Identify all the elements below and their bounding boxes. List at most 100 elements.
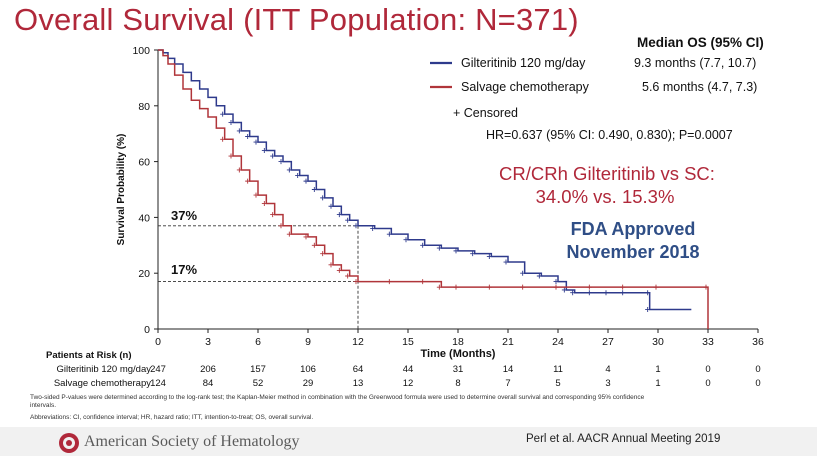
x-tick-label: 6 bbox=[255, 336, 261, 348]
curve-gilteritinib-censor-mark bbox=[261, 147, 267, 153]
curve-chemo-censor-mark bbox=[286, 231, 292, 237]
curve-chemo-censor-mark bbox=[245, 178, 251, 184]
curve-chemo-censor-mark bbox=[228, 153, 234, 159]
cr-rate-line-2: 34.0% vs. 15.3% bbox=[536, 186, 675, 207]
curve-gilteritinib-censor-mark bbox=[420, 242, 426, 248]
curve-chemo-censor-mark bbox=[453, 284, 459, 290]
risk-table-cell: 7 bbox=[505, 378, 510, 389]
ash-logo-icon bbox=[59, 433, 79, 453]
risk-table-cell: 3 bbox=[605, 378, 610, 389]
curve-chemo-censor-mark bbox=[703, 284, 709, 290]
curve-gilteritinib-censor-mark bbox=[236, 128, 242, 134]
curve-gilteritinib-censor-mark bbox=[536, 273, 542, 279]
curve-gilteritinib-censor-mark bbox=[645, 290, 651, 296]
curve-gilteritinib-censor-mark bbox=[345, 217, 351, 223]
curve-gilteritinib-censor-mark bbox=[620, 290, 626, 296]
x-tick-label: 21 bbox=[502, 336, 514, 348]
curve-gilteritinib-censor-mark bbox=[220, 111, 226, 117]
curve-gilteritinib-censor-mark bbox=[245, 133, 251, 139]
curve-chemo-censor-mark bbox=[345, 273, 351, 279]
citation: Perl et al. AACR Annual Meeting 2019 bbox=[526, 433, 721, 445]
curve-chemo bbox=[158, 49, 709, 329]
curve-gilteritinib-censor-mark bbox=[303, 178, 309, 184]
curve-chemo-censor-mark bbox=[386, 279, 392, 285]
org-name: American Society of Hematology bbox=[84, 433, 300, 450]
curve-chemo-censor-mark bbox=[586, 284, 592, 290]
risk-table-cell: 5 bbox=[555, 378, 560, 389]
y-tick-label: 0 bbox=[144, 324, 150, 336]
fda-approved-line-1: FDA Approved bbox=[571, 219, 696, 239]
ref-label-37: 37% bbox=[171, 208, 197, 223]
curve-gilteritinib-censor-mark bbox=[503, 259, 509, 265]
x-tick-label: 33 bbox=[702, 336, 714, 348]
x-tick-label: 9 bbox=[305, 336, 311, 348]
y-tick-label: 40 bbox=[138, 212, 150, 224]
x-tick-label: 18 bbox=[452, 336, 464, 348]
y-tick-label: 100 bbox=[132, 45, 150, 57]
curve-chemo-censor-mark bbox=[236, 167, 242, 173]
x-tick-label: 27 bbox=[602, 336, 614, 348]
curve-gilteritinib-censor-mark bbox=[320, 195, 326, 201]
legend-median-gilteritinib: 9.3 months (7.7, 10.7) bbox=[634, 56, 756, 70]
curve-gilteritinib-censor-mark bbox=[270, 153, 276, 159]
curve-gilteritinib-censor-mark bbox=[295, 173, 301, 179]
curve-gilteritinib-censor-mark bbox=[286, 167, 292, 173]
slide-title: Overall Survival (ITT Population: N=371) bbox=[14, 2, 579, 37]
risk-table-cell: 8 bbox=[455, 378, 460, 389]
y-tick-label: 60 bbox=[138, 157, 150, 169]
axis-labels: Time (Months) Survival Probability (%) bbox=[116, 134, 496, 360]
x-tick-label: 15 bbox=[402, 336, 414, 348]
curve-chemo-censor-mark bbox=[278, 223, 284, 229]
x-tick-label: 30 bbox=[652, 336, 664, 348]
risk-table-cell: 13 bbox=[353, 378, 364, 389]
curve-chemo-censor-mark bbox=[436, 284, 442, 290]
x-tick-label: 36 bbox=[752, 336, 764, 348]
curve-gilteritinib-censor-mark bbox=[386, 231, 392, 237]
curve-chemo-censor-mark bbox=[353, 279, 359, 285]
risk-table-cell: 247 bbox=[150, 364, 166, 375]
risk-table-cell: 44 bbox=[403, 364, 414, 375]
risk-table-cell: 64 bbox=[353, 364, 364, 375]
risk-table-cell: 4 bbox=[605, 364, 610, 375]
risk-table-cell: 124 bbox=[150, 378, 166, 389]
risk-table-cell: 206 bbox=[200, 364, 216, 375]
legend-median-chemo: 5.6 months (4.7, 7.3) bbox=[642, 80, 757, 94]
y-axis-label: Survival Probability (%) bbox=[116, 134, 127, 246]
risk-table-cell: 12 bbox=[403, 378, 414, 389]
legend-censored: + Censored bbox=[453, 106, 518, 120]
legend-label-gilteritinib: Gilteritinib 120 mg/day bbox=[461, 56, 586, 70]
curve-gilteritinib-censor-mark bbox=[370, 226, 376, 232]
footer-bar bbox=[0, 427, 817, 456]
risk-table-cell: 0 bbox=[755, 378, 760, 389]
reference-lines bbox=[158, 225, 359, 329]
legend-label-chemo: Salvage chemotherapy bbox=[461, 80, 590, 94]
curve-gilteritinib-censor-mark bbox=[603, 290, 609, 296]
curve-gilteritinib-censor-mark bbox=[336, 212, 342, 218]
curve-gilteritinib-censor-mark bbox=[453, 248, 459, 254]
curve-gilteritinib-censor-mark bbox=[353, 223, 359, 229]
risk-table-cell: 11 bbox=[553, 364, 563, 375]
curve-gilteritinib-censor-mark bbox=[520, 270, 526, 276]
cr-rate-line-1: CR/CRh Gilteritinib vs SC: bbox=[499, 163, 715, 184]
curve-gilteritinib-censor-mark bbox=[553, 279, 559, 285]
curve-gilteritinib-censor-mark bbox=[403, 237, 409, 243]
curve-chemo-censor-mark bbox=[520, 284, 526, 290]
risk-table-header: Patients at Risk (n) bbox=[46, 350, 132, 361]
curve-chemo-censor-mark bbox=[486, 284, 492, 290]
risk-table-cell: 1 bbox=[655, 364, 660, 375]
risk-table-cell: 1 bbox=[655, 378, 660, 389]
risk-row-label: Gilteritinib 120 mg/day bbox=[56, 364, 151, 375]
x-tick-label: 24 bbox=[552, 336, 564, 348]
curve-chemo-censor-mark bbox=[303, 234, 309, 240]
risk-table-cell: 14 bbox=[503, 364, 514, 375]
y-tick-label: 20 bbox=[138, 268, 150, 280]
curve-gilteritinib-censor-mark bbox=[570, 290, 576, 296]
curve-gilteritinib-censor-mark bbox=[645, 306, 651, 312]
risk-table-cell: 157 bbox=[250, 364, 266, 375]
curve-chemo-censor-mark bbox=[270, 212, 276, 218]
curve-chemo-censor-mark bbox=[328, 262, 334, 268]
footnote-methods: Two-sided P-values were determined accor… bbox=[30, 394, 645, 409]
curve-gilteritinib-censor-mark bbox=[253, 139, 259, 145]
risk-table-cell: 0 bbox=[705, 378, 710, 389]
